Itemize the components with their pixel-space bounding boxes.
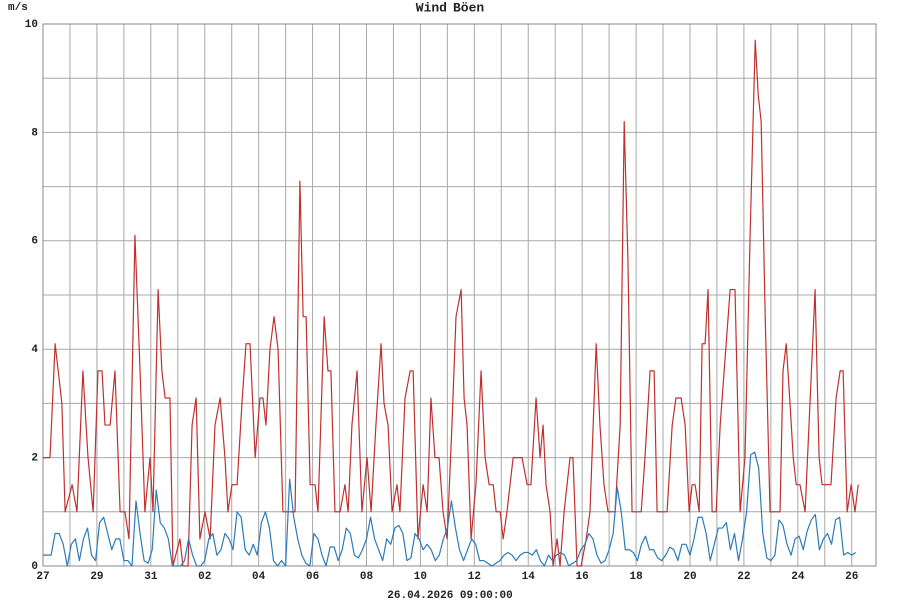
legend-entry: Wind xyxy=(416,0,447,15)
x-tick-label: 29 xyxy=(90,571,103,583)
x-tick-label: 24 xyxy=(791,571,805,583)
y-axis-label: m/s xyxy=(8,2,28,14)
x-tick-label: 06 xyxy=(306,571,319,583)
x-tick-label: 16 xyxy=(576,571,589,583)
x-tick-label: 31 xyxy=(144,571,158,583)
x-tick-label: 12 xyxy=(468,571,481,583)
x-tick-label: 10 xyxy=(414,571,427,583)
y-tick-label: 6 xyxy=(31,236,38,248)
x-axis-label: 26.04.2026 09:00:00 xyxy=(387,590,512,600)
x-tick-label: 02 xyxy=(198,571,211,583)
x-tick-label: 08 xyxy=(360,571,374,583)
series-line xyxy=(43,451,857,567)
x-tick-label: 27 xyxy=(36,571,49,583)
x-tick-label: 18 xyxy=(629,571,643,583)
y-tick-label: 10 xyxy=(25,19,38,31)
x-tick-label: 22 xyxy=(737,571,750,583)
legend-entry: Böen xyxy=(453,0,484,15)
x-tick-label: 04 xyxy=(252,571,266,583)
plot-border xyxy=(42,23,877,567)
y-tick-label: 2 xyxy=(31,453,38,465)
y-tick-label: 8 xyxy=(31,127,38,139)
x-tick-label: 26 xyxy=(845,571,858,583)
y-tick-label: 4 xyxy=(31,344,38,356)
x-tick-label: 20 xyxy=(683,571,696,583)
x-tick-label: 14 xyxy=(522,571,536,583)
series-line xyxy=(43,39,859,567)
y-tick-label: 0 xyxy=(31,561,38,573)
